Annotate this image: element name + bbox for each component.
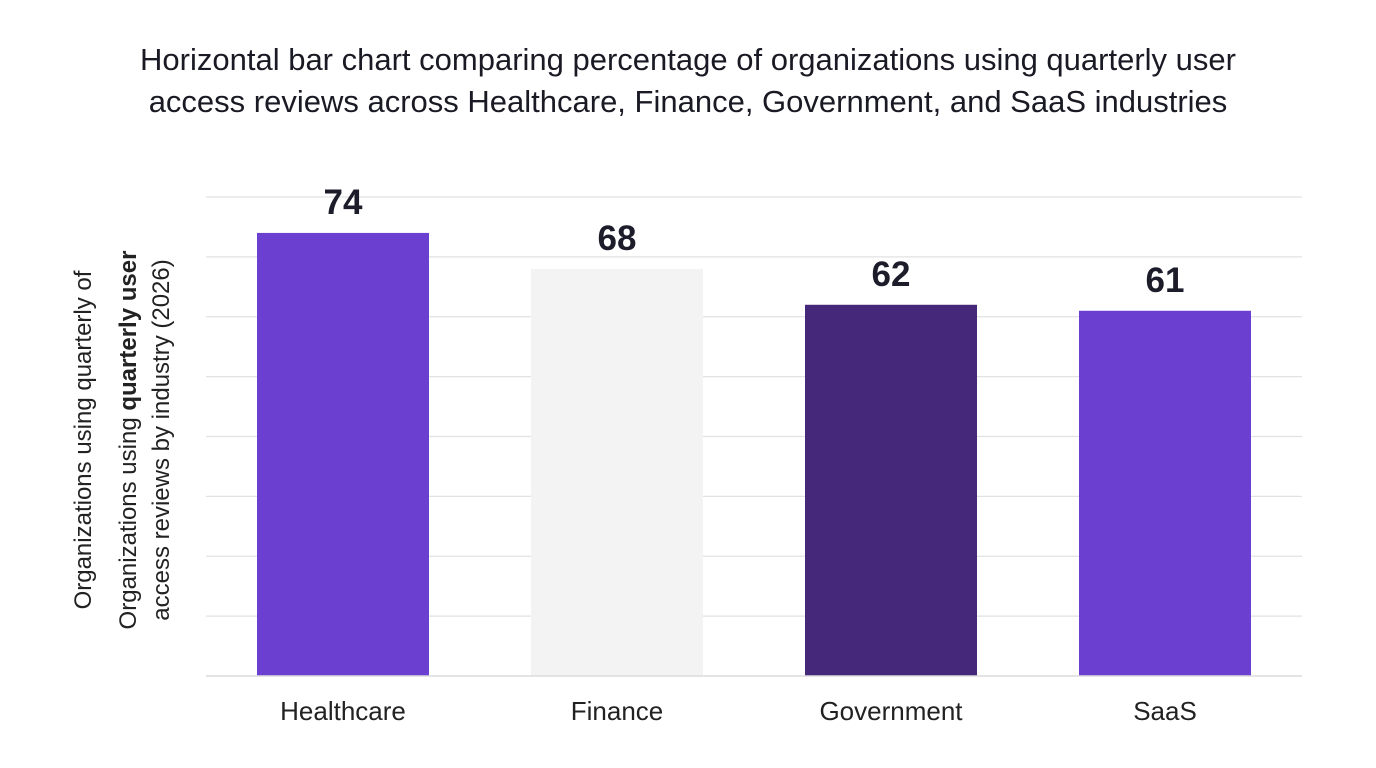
y-axis-label-part: Organizations using (115, 411, 142, 630)
x-tick-label: Healthcare (280, 696, 406, 726)
x-tick-label: Government (819, 696, 963, 726)
value-label: 62 (872, 255, 911, 294)
bar (805, 304, 977, 676)
chart-title: access reviews across Healthcare, Financ… (149, 84, 1228, 119)
y-axis-label: Organizations using quarterly of (70, 270, 97, 609)
value-label: 61 (1146, 261, 1185, 300)
bar (1079, 310, 1251, 676)
bar (531, 268, 703, 676)
value-label: 74 (324, 183, 363, 222)
chart-title: Horizontal bar chart comparing percentag… (140, 42, 1236, 77)
value-label: 68 (598, 219, 637, 258)
y-axis-label-part: Organizations using quarterly of (70, 270, 97, 609)
x-tick-label: SaaS (1133, 696, 1197, 726)
y-axis-label-part: quarterly user (115, 251, 142, 411)
y-axis-label: Organizations using quarterly user (115, 251, 142, 630)
bar (257, 232, 429, 677)
y-axis-label-part: access reviews by industry (2026) (148, 259, 175, 620)
y-axis-label: access reviews by industry (2026) (148, 259, 175, 620)
x-tick-label: Finance (571, 696, 664, 726)
